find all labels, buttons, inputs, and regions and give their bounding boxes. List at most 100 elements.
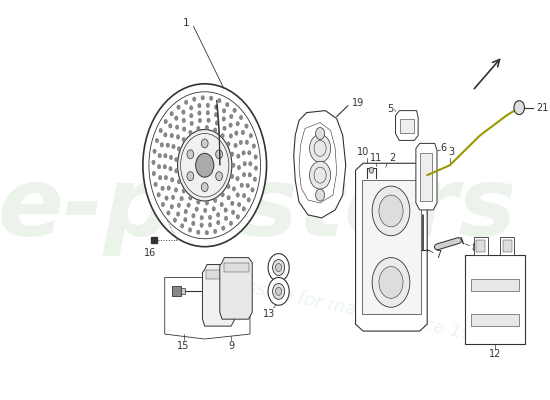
Polygon shape bbox=[202, 264, 235, 326]
Circle shape bbox=[218, 98, 221, 103]
Bar bbox=[500, 237, 514, 255]
Circle shape bbox=[239, 115, 243, 120]
Circle shape bbox=[253, 177, 256, 181]
Circle shape bbox=[248, 173, 251, 177]
Circle shape bbox=[236, 193, 239, 197]
Circle shape bbox=[372, 258, 410, 307]
Circle shape bbox=[188, 228, 192, 232]
Circle shape bbox=[246, 184, 249, 188]
Bar bbox=[206, 270, 232, 280]
Text: 2: 2 bbox=[389, 153, 396, 163]
Circle shape bbox=[169, 124, 172, 128]
Text: 10: 10 bbox=[357, 147, 369, 157]
Circle shape bbox=[514, 101, 525, 114]
Circle shape bbox=[206, 103, 210, 108]
Circle shape bbox=[221, 134, 224, 138]
Circle shape bbox=[236, 122, 239, 126]
Bar bbox=[465, 255, 525, 344]
Circle shape bbox=[243, 162, 246, 166]
Circle shape bbox=[178, 130, 232, 201]
Circle shape bbox=[177, 203, 180, 208]
Circle shape bbox=[152, 171, 156, 176]
Circle shape bbox=[187, 172, 194, 181]
Circle shape bbox=[212, 207, 216, 211]
Circle shape bbox=[190, 114, 193, 118]
Circle shape bbox=[182, 137, 185, 142]
Circle shape bbox=[316, 128, 324, 140]
Circle shape bbox=[230, 152, 234, 156]
Circle shape bbox=[201, 96, 204, 100]
Circle shape bbox=[230, 201, 234, 206]
Circle shape bbox=[236, 154, 240, 158]
Circle shape bbox=[208, 223, 212, 227]
Circle shape bbox=[158, 176, 162, 180]
Bar bbox=[471, 280, 519, 291]
Text: 12: 12 bbox=[489, 349, 501, 359]
Circle shape bbox=[169, 155, 173, 160]
Circle shape bbox=[180, 224, 184, 228]
Circle shape bbox=[213, 229, 217, 234]
Circle shape bbox=[230, 114, 233, 119]
Circle shape bbox=[198, 111, 201, 115]
Circle shape bbox=[167, 211, 170, 215]
Circle shape bbox=[224, 216, 228, 220]
Circle shape bbox=[243, 172, 246, 177]
Circle shape bbox=[160, 143, 163, 147]
Circle shape bbox=[233, 108, 236, 112]
Circle shape bbox=[200, 223, 204, 227]
Bar bbox=[420, 153, 432, 201]
Circle shape bbox=[223, 126, 226, 130]
Circle shape bbox=[230, 174, 234, 178]
Circle shape bbox=[201, 183, 208, 192]
Circle shape bbox=[143, 84, 267, 247]
Circle shape bbox=[229, 123, 232, 127]
Circle shape bbox=[217, 213, 220, 217]
Text: 13: 13 bbox=[263, 309, 275, 319]
Circle shape bbox=[177, 147, 180, 151]
Circle shape bbox=[200, 216, 204, 220]
Circle shape bbox=[214, 105, 218, 109]
Circle shape bbox=[177, 212, 180, 216]
Circle shape bbox=[187, 150, 194, 159]
Text: 5: 5 bbox=[387, 104, 393, 114]
Polygon shape bbox=[395, 111, 418, 140]
Polygon shape bbox=[416, 143, 437, 210]
Circle shape bbox=[167, 186, 170, 190]
Circle shape bbox=[206, 110, 210, 115]
Circle shape bbox=[159, 128, 162, 133]
Circle shape bbox=[192, 97, 196, 101]
Text: 19: 19 bbox=[352, 98, 364, 108]
Circle shape bbox=[187, 203, 190, 207]
Circle shape bbox=[165, 196, 168, 200]
Bar bbox=[471, 314, 519, 326]
Circle shape bbox=[164, 176, 168, 180]
Text: 8: 8 bbox=[471, 243, 477, 253]
Circle shape bbox=[208, 215, 212, 220]
Circle shape bbox=[229, 221, 233, 226]
Text: 7: 7 bbox=[434, 250, 441, 260]
Circle shape bbox=[190, 106, 193, 110]
Circle shape bbox=[170, 178, 174, 182]
Circle shape bbox=[227, 142, 230, 146]
Circle shape bbox=[197, 230, 200, 234]
Circle shape bbox=[268, 278, 289, 305]
Circle shape bbox=[190, 121, 193, 126]
Circle shape bbox=[232, 210, 235, 214]
Circle shape bbox=[207, 118, 210, 122]
Circle shape bbox=[177, 180, 180, 184]
Circle shape bbox=[379, 266, 403, 298]
Circle shape bbox=[249, 134, 252, 138]
Circle shape bbox=[372, 186, 410, 236]
Circle shape bbox=[369, 167, 373, 173]
Circle shape bbox=[316, 189, 324, 201]
Text: 16: 16 bbox=[144, 248, 156, 258]
Circle shape bbox=[182, 118, 185, 123]
Circle shape bbox=[241, 130, 245, 134]
Circle shape bbox=[214, 112, 218, 117]
Bar bbox=[361, 180, 421, 314]
Text: e-posters: e-posters bbox=[0, 164, 517, 256]
Circle shape bbox=[254, 155, 257, 159]
Circle shape bbox=[248, 151, 251, 155]
Circle shape bbox=[166, 143, 169, 147]
Circle shape bbox=[175, 158, 178, 162]
